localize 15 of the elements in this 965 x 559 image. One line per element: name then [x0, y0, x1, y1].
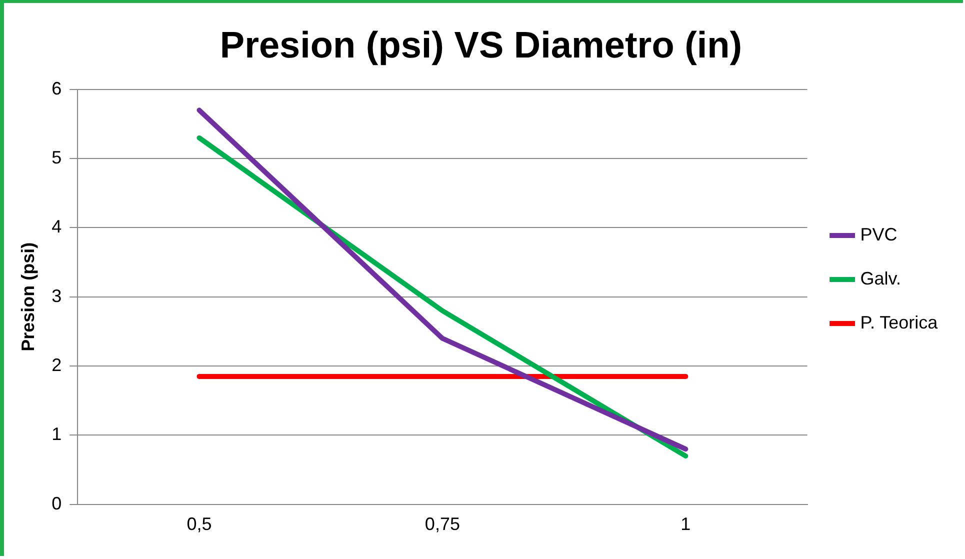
y-tick-label: 4 — [52, 216, 62, 237]
y-tick-label: 2 — [52, 355, 62, 376]
x-tick-label: 0,5 — [186, 514, 212, 534]
y-tick-label: 5 — [52, 148, 62, 168]
y-tick-label: 1 — [52, 424, 62, 444]
y-tick-label: 3 — [52, 286, 62, 306]
y-tick-label: 0 — [52, 493, 62, 514]
x-tick-label: 0,75 — [424, 514, 460, 534]
x-tick-label: 1 — [680, 514, 691, 534]
y-axis-title: Presion (psi) — [18, 242, 38, 352]
legend-label: Galv. — [860, 268, 901, 288]
legend-label: PVC — [860, 224, 898, 244]
chart-title: Presion (psi) VS Diametro (in) — [220, 24, 742, 66]
legend-label: P. Teorica — [860, 312, 939, 332]
y-tick-label: 6 — [52, 78, 62, 98]
